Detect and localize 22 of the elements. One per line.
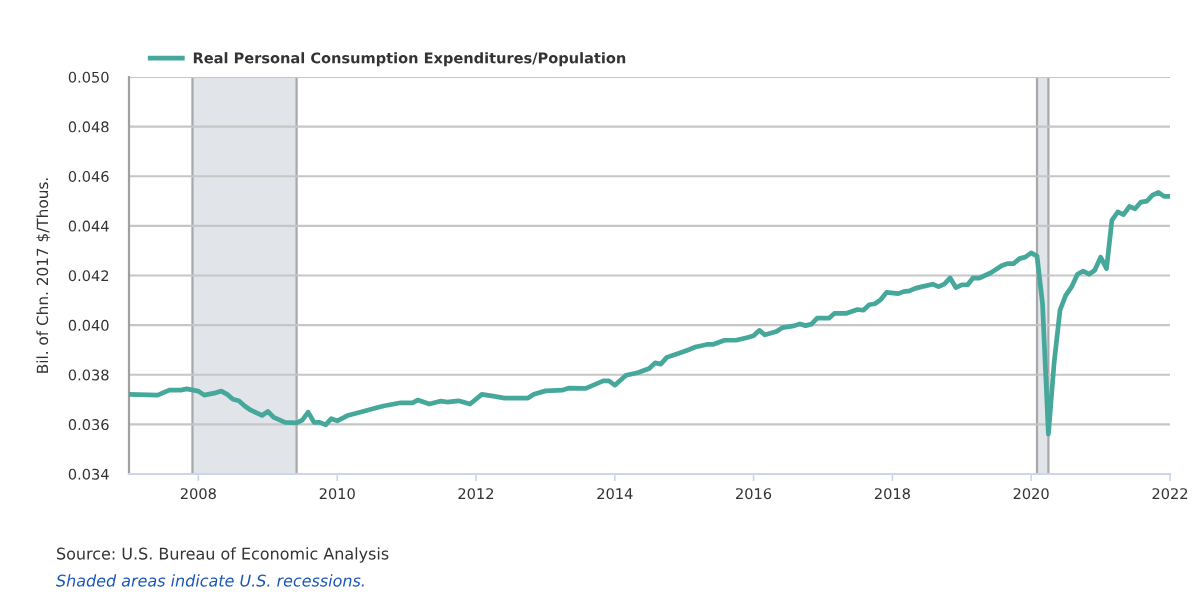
x-tick-label: 2018 [874,488,910,500]
x-tick-label: 2010 [319,488,355,500]
y-tick-label: 0.040 [68,319,109,331]
y-axis-title: Bil. of Chn. 2017 $/Thous. [36,178,51,373]
x-tick-label: 2014 [597,488,633,500]
y-tick-label: 0.050 [68,71,109,83]
x-tick-label: 2016 [736,488,772,500]
y-tick-label: 0.048 [68,121,109,133]
source-note: Source: U.S. Bureau of Economic Analysis [57,547,389,563]
y-tick-label: 0.042 [68,270,109,282]
x-tick-label: 2008 [180,488,216,500]
text: Shaded areas indicate U.S. recessions. [56,574,364,587]
x-tick-label: 2022 [1152,488,1188,500]
line-series [129,190,1170,437]
y-tick-label: 0.036 [68,419,109,431]
y-tick-label: 0.046 [68,170,109,182]
x-tick-label: 2020 [1013,488,1049,500]
x-tick-label: 2012 [458,488,494,500]
legend-label: Real Personal Consumption Expenditures/Population [193,52,626,67]
y-tick-label: 0.034 [68,468,109,480]
y-tick-label: 0.038 [68,369,109,381]
y-tick-label: 0.044 [68,220,109,232]
